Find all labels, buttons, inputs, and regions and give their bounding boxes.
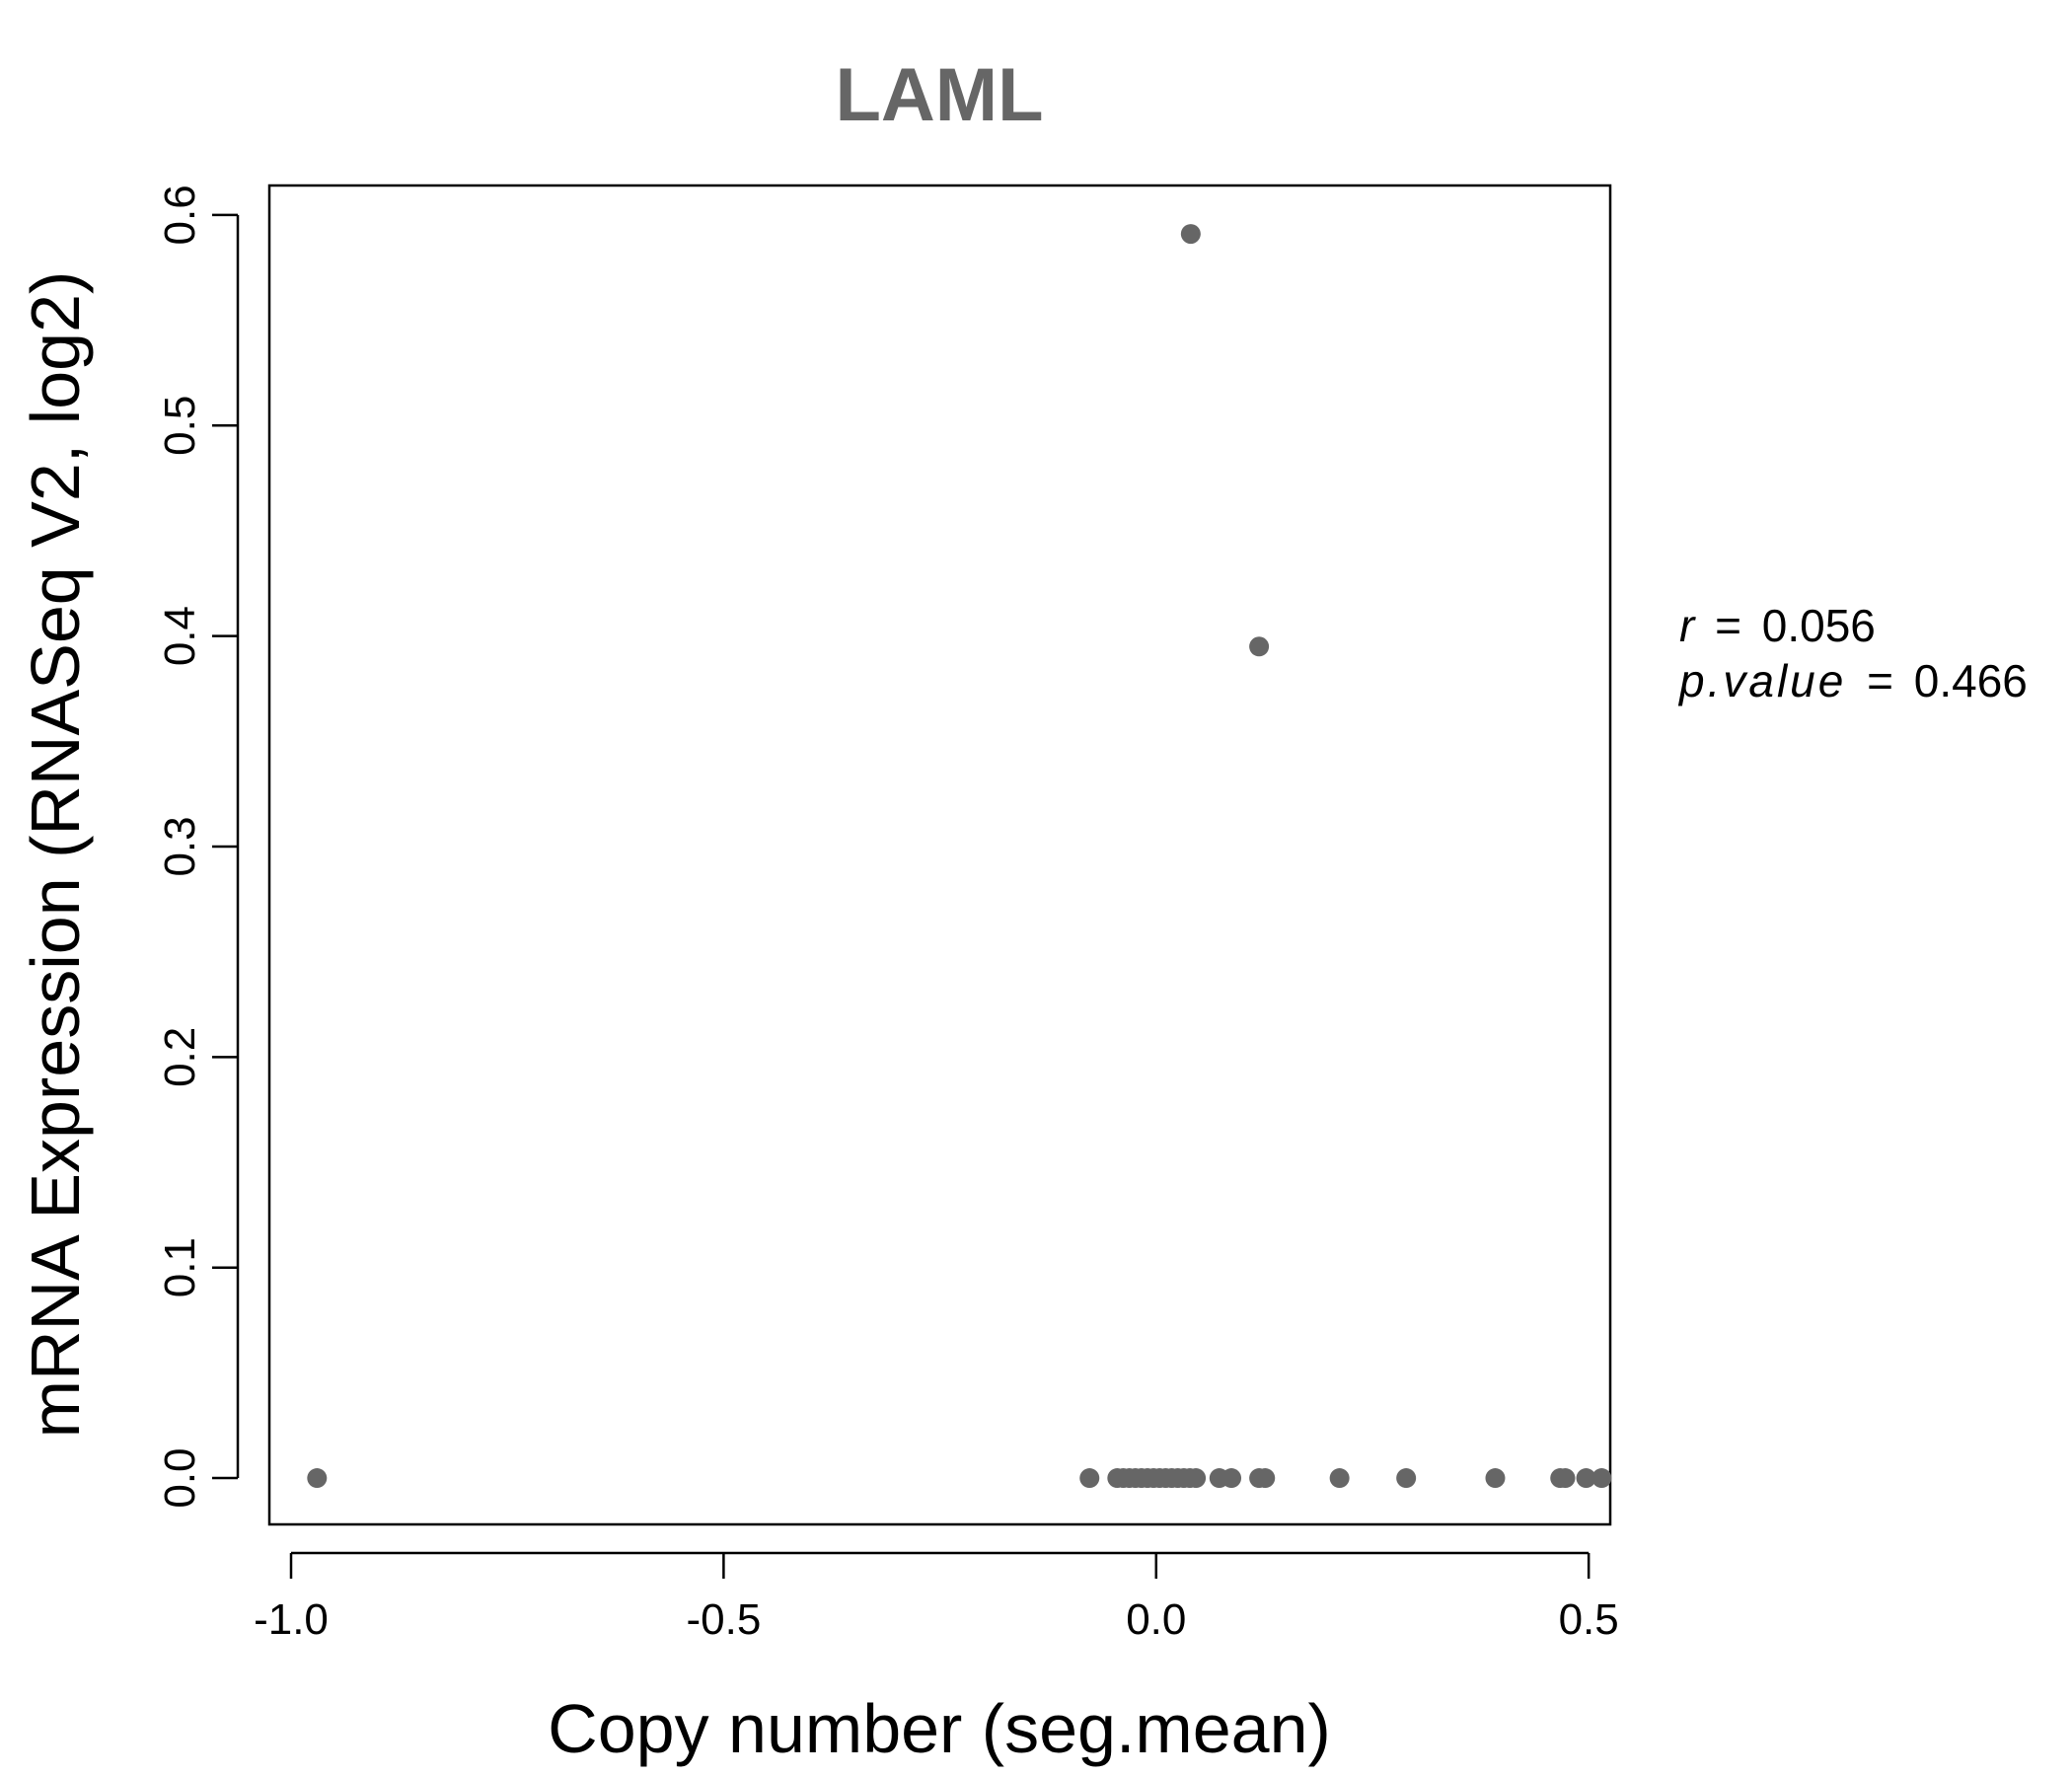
data-point	[1485, 1468, 1506, 1489]
y-tick-label: 0.1	[156, 1237, 204, 1297]
y-tick-label: 0.0	[156, 1447, 204, 1508]
r-value: 0.056	[1762, 600, 1876, 651]
p-value: 0.466	[1914, 655, 2028, 706]
data-point	[1249, 636, 1270, 657]
x-tick-label: -0.5	[686, 1595, 761, 1644]
data-points	[307, 224, 1612, 1489]
y-tick-label: 0.4	[156, 606, 204, 666]
y-axis-label: mRNA Expression (RNASeq V2, log2)	[17, 271, 94, 1439]
y-axis: 0.0 0.1 0.2 0.3 0.4 0.5 0.6	[156, 185, 240, 1509]
y-tick-label: 0.3	[156, 816, 204, 876]
x-axis-label: Copy number (seg.mean)	[548, 1690, 1331, 1767]
data-point	[307, 1468, 328, 1489]
y-tick-label: 0.5	[156, 396, 204, 456]
correlation-annotation: r = 0.056	[1679, 600, 1876, 651]
p-value-annotation: p.value = 0.466	[1677, 655, 2028, 706]
data-point	[1555, 1468, 1576, 1489]
data-point	[1329, 1468, 1350, 1489]
x-tick-label: -1.0	[254, 1595, 329, 1644]
chart-title: LAML	[835, 53, 1043, 137]
x-tick-label: 0.5	[1559, 1595, 1619, 1644]
data-point	[1079, 1468, 1100, 1489]
r-label: r	[1679, 600, 1696, 651]
p-equals: =	[1867, 655, 1893, 706]
data-point	[1576, 1468, 1596, 1489]
data-point	[1221, 1468, 1242, 1489]
plot-frame	[267, 184, 1612, 1526]
r-equals: =	[1715, 600, 1741, 651]
data-point	[1591, 1468, 1612, 1489]
y-tick-label: 0.6	[156, 185, 204, 245]
data-point	[1255, 1468, 1276, 1489]
p-label: p.value	[1677, 655, 1846, 706]
data-point	[1186, 1468, 1207, 1489]
data-point	[1180, 224, 1201, 245]
y-tick-label: 0.2	[156, 1027, 204, 1087]
x-axis: -1.0 -0.5 0.0 0.5	[254, 1551, 1619, 1644]
data-point	[1396, 1468, 1417, 1489]
x-tick-label: 0.0	[1126, 1595, 1186, 1644]
